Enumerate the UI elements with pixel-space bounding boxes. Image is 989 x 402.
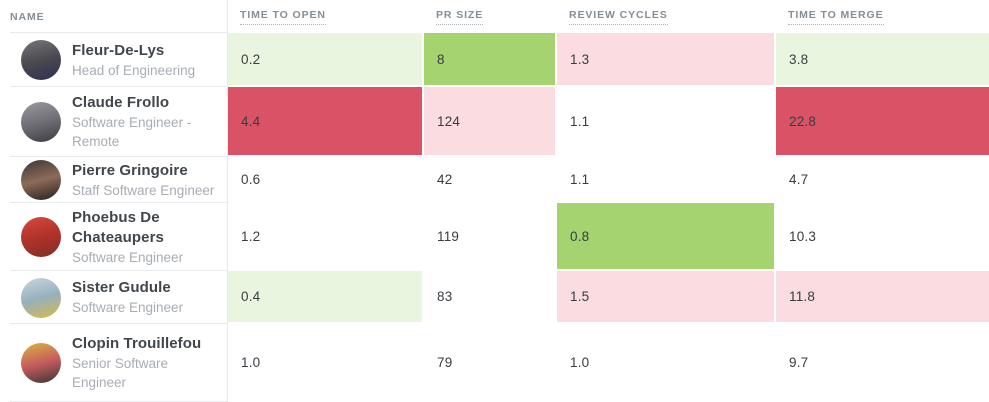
- metric-cell: 119: [424, 203, 557, 271]
- column-header-time-to-merge-label[interactable]: TIME TO MERGE: [788, 9, 884, 25]
- table-row[interactable]: Pierre Gringoire Staff Software Engineer…: [0, 157, 989, 203]
- column-header-time-to-open-label[interactable]: TIME TO OPEN: [240, 9, 326, 25]
- metric-cell: 0.8: [557, 203, 776, 271]
- person-role: Senior Software Engineer: [72, 356, 169, 390]
- column-header-pr-size-label[interactable]: PR SIZE: [436, 9, 484, 25]
- person-role: Staff Software Engineer: [72, 182, 215, 198]
- table-row[interactable]: Claude Frollo Software Engineer - Remote…: [0, 87, 989, 157]
- avatar: [21, 160, 61, 200]
- metric-value: 79: [437, 354, 453, 370]
- metric-value: 1.2: [241, 228, 261, 244]
- table-body: Fleur-De-Lys Head of Engineering 0.2 8 1…: [0, 33, 989, 402]
- person-name: Claude Frollo: [72, 94, 170, 111]
- person-name: Clopin Trouillefou: [72, 335, 202, 352]
- metric-cell: 1.2: [228, 203, 424, 271]
- table-row[interactable]: Fleur-De-Lys Head of Engineering 0.2 8 1…: [0, 33, 989, 87]
- column-header-pr-size[interactable]: PR SIZE: [424, 0, 557, 33]
- person-cell[interactable]: Clopin Trouillefou Senior Software Engin…: [0, 324, 228, 402]
- avatar: [21, 277, 61, 318]
- avatar: [21, 343, 61, 383]
- metric-value: 4.7: [789, 171, 809, 187]
- metric-cell: 0.6: [228, 157, 424, 203]
- person-role: Software Engineer: [72, 300, 184, 315]
- avatar: [21, 217, 61, 257]
- metric-value: 22.8: [789, 113, 817, 129]
- person-cell[interactable]: Phoebus De Chateaupers Software Engineer: [0, 203, 228, 271]
- metric-cell: 1.5: [557, 271, 776, 324]
- metric-value: 1.0: [241, 354, 261, 370]
- person-text: Clopin Trouillefou Senior Software Engin…: [72, 334, 224, 392]
- metric-value: 42: [437, 171, 453, 187]
- metric-cell: 1.3: [557, 33, 776, 87]
- avatar: [21, 102, 61, 142]
- person-cell[interactable]: Pierre Gringoire Staff Software Engineer: [0, 157, 228, 203]
- person-name: Pierre Gringoire: [72, 161, 188, 179]
- person-role: Head of Engineering: [72, 62, 196, 78]
- column-header-time-to-open[interactable]: TIME TO OPEN: [228, 0, 424, 33]
- metric-cell: 42: [424, 157, 557, 203]
- metric-cell: 10.3: [776, 203, 989, 271]
- metric-cell: 124: [424, 87, 557, 157]
- metric-value: 0.6: [241, 171, 261, 187]
- person-name: Sister Gudule: [72, 279, 171, 296]
- person-text: Fleur-De-Lys Head of Engineering: [72, 41, 224, 80]
- metric-value: 83: [437, 289, 453, 304]
- metric-value: 9.7: [789, 354, 809, 370]
- person-role: Software Engineer: [72, 249, 184, 265]
- metric-value: 4.4: [241, 113, 261, 129]
- metric-value: 11.8: [789, 289, 816, 304]
- metric-cell: 4.4: [228, 87, 424, 157]
- table-header-row: NAME TIME TO OPEN PR SIZE REVIEW CYCLES …: [0, 0, 989, 33]
- person-role: Software Engineer - Remote: [72, 115, 192, 149]
- metric-cell: 8: [424, 33, 557, 87]
- metric-cell: 1.0: [228, 324, 424, 402]
- metric-value: 119: [437, 228, 460, 244]
- metric-cell: 0.4: [228, 271, 424, 324]
- metric-value: 0.4: [241, 289, 261, 304]
- metric-value: 1.3: [570, 51, 590, 67]
- column-header-time-to-merge[interactable]: TIME TO MERGE: [776, 0, 989, 33]
- metric-cell: 22.8: [776, 87, 989, 157]
- person-text: Claude Frollo Software Engineer - Remote: [72, 93, 224, 151]
- person-text: Sister Gudule Software Engineer: [72, 278, 224, 317]
- metric-value: 10.3: [789, 228, 817, 244]
- metric-cell: 0.2: [228, 33, 424, 87]
- table-row[interactable]: Sister Gudule Software Engineer 0.4 83 1…: [0, 271, 989, 324]
- metric-value: 1.1: [570, 171, 590, 187]
- column-header-name: NAME: [0, 0, 228, 33]
- metric-value: 124: [437, 113, 461, 129]
- person-name: Phoebus De Chateaupers: [72, 208, 164, 246]
- metric-value: 0.2: [241, 51, 261, 67]
- column-header-name-label: NAME: [10, 10, 45, 23]
- avatar: [21, 40, 61, 80]
- metric-cell: 1.1: [557, 87, 776, 157]
- person-cell[interactable]: Sister Gudule Software Engineer: [0, 271, 228, 324]
- table-row[interactable]: Clopin Trouillefou Senior Software Engin…: [0, 324, 989, 402]
- metric-cell: 1.0: [557, 324, 776, 402]
- metric-value: 0.8: [570, 228, 590, 244]
- metric-value: 3.8: [789, 51, 809, 67]
- column-header-review-cycles[interactable]: REVIEW CYCLES: [557, 0, 776, 33]
- metric-value: 8: [437, 51, 445, 67]
- metric-value: 1.1: [570, 113, 590, 129]
- column-header-review-cycles-label[interactable]: REVIEW CYCLES: [569, 9, 668, 25]
- person-cell[interactable]: Fleur-De-Lys Head of Engineering: [0, 33, 228, 87]
- metric-value: 1.5: [570, 289, 590, 304]
- table-row[interactable]: Phoebus De Chateaupers Software Engineer…: [0, 203, 989, 271]
- person-text: Phoebus De Chateaupers Software Engineer: [72, 208, 224, 267]
- person-text: Pierre Gringoire Staff Software Engineer: [72, 161, 224, 200]
- metric-cell: 3.8: [776, 33, 989, 87]
- metric-cell: 4.7: [776, 157, 989, 203]
- metric-value: 1.0: [570, 354, 590, 370]
- person-cell[interactable]: Claude Frollo Software Engineer - Remote: [0, 87, 228, 157]
- metric-cell: 79: [424, 324, 557, 402]
- metric-cell: 9.7: [776, 324, 989, 402]
- metric-cell: 83: [424, 271, 557, 324]
- metric-cell: 11.8: [776, 271, 989, 324]
- person-name: Fleur-De-Lys: [72, 41, 165, 59]
- metric-cell: 1.1: [557, 157, 776, 203]
